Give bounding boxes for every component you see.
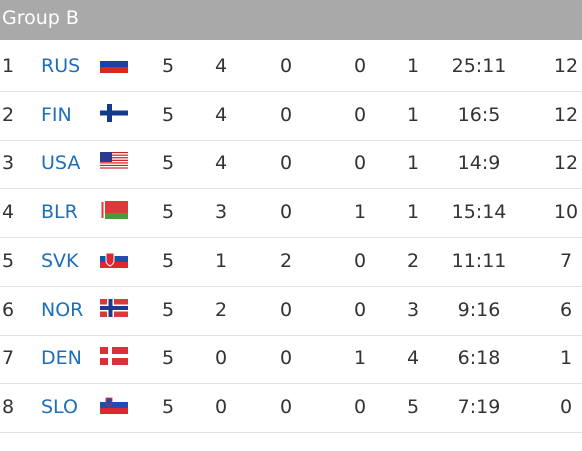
stat-cell: 1	[406, 152, 420, 175]
stat-cell: 5	[161, 395, 175, 418]
stat-cell: 12	[553, 55, 579, 77]
stat-cell: 1	[406, 201, 420, 224]
stat-cell: 15:14	[451, 201, 507, 224]
flag	[100, 103, 128, 122]
stat-cell: 5	[161, 55, 175, 77]
stat-cell: 0	[353, 298, 367, 321]
stat-cell: 3	[214, 201, 228, 224]
stat-cell: 1	[214, 249, 228, 272]
standings-row[interactable]: 3 USA 5 4 0 0 1 14:9 12	[0, 140, 582, 190]
stat-cell: 2	[214, 298, 228, 321]
stat-cell: 7:19	[457, 395, 501, 418]
team-name[interactable]: SVK	[41, 249, 79, 272]
stat-cell: 1	[406, 103, 420, 126]
stat-cell: 3	[1, 152, 15, 175]
flag	[100, 347, 128, 366]
team-name[interactable]: SLO	[41, 395, 78, 418]
standings-row[interactable]: 5 SVK 5 1 2 0 2 11:11 7	[0, 238, 582, 287]
stat-cell: 4	[1, 201, 15, 224]
group-title: Group B	[2, 7, 79, 29]
stat-cell: 4	[214, 152, 228, 175]
stat-cell: 6:18	[457, 347, 501, 370]
stat-cell: 14:9	[457, 152, 501, 175]
stat-cell: 8	[1, 395, 15, 418]
stat-cell: 2	[279, 249, 293, 272]
standings-row[interactable]: 2 FIN 5 4 0 0 1 16:5 12	[0, 92, 582, 141]
stat-cell: 0	[214, 347, 228, 370]
stat-cell: 0	[353, 249, 367, 272]
standings-row[interactable]: 1 RUS 5 4 0 0 1 25:11 12	[0, 43, 582, 92]
stat-cell: 10	[553, 201, 579, 224]
flag	[100, 152, 128, 171]
team-name[interactable]: BLR	[41, 201, 78, 224]
stat-cell: 0	[279, 152, 293, 175]
stat-cell: 0	[353, 395, 367, 418]
stat-cell: 7	[559, 249, 573, 272]
group-header: Group B	[0, 0, 582, 40]
stat-cell: 0	[279, 395, 293, 418]
flag	[100, 55, 128, 73]
stat-cell: 2	[1, 103, 15, 126]
stat-cell: 12	[553, 152, 579, 175]
stat-cell: 5	[161, 103, 175, 126]
stat-cell: 0	[353, 103, 367, 126]
team-name[interactable]: USA	[41, 152, 81, 175]
stat-cell: 3	[406, 298, 420, 321]
team-name[interactable]: RUS	[41, 55, 81, 77]
stat-cell: 0	[353, 55, 367, 77]
flag	[100, 201, 128, 220]
standings-row[interactable]: 8 SLO 5 0 0 0 5 7:19 0	[0, 384, 582, 433]
stat-cell: 5	[161, 347, 175, 370]
stat-cell: 1	[559, 347, 573, 370]
stat-cell: 0	[279, 298, 293, 321]
stat-cell: 16:5	[457, 103, 501, 126]
stat-cell: 5	[161, 249, 175, 272]
stat-cell: 25:11	[451, 55, 507, 77]
standings-row[interactable]: 7 DEN 5 0 0 1 4 6:18 1	[0, 335, 582, 385]
stat-cell: 5	[161, 201, 175, 224]
stat-cell: 7	[1, 347, 15, 370]
stat-cell: 4	[406, 347, 420, 370]
team-name[interactable]: DEN	[41, 347, 82, 370]
standings-row[interactable]: 6 NOR 5 2 0 0 3 9:16 6	[0, 287, 582, 336]
stat-cell: 1	[406, 55, 420, 77]
stat-cell: 6	[1, 298, 15, 321]
stat-cell: 4	[214, 103, 228, 126]
stat-cell: 9:16	[457, 298, 501, 321]
stat-cell: 2	[406, 249, 420, 272]
stat-cell: 0	[559, 395, 573, 418]
stat-cell: 1	[1, 55, 15, 77]
stat-cell: 11:11	[451, 249, 507, 272]
stat-cell: 0	[353, 152, 367, 175]
standings-row[interactable]: 4 BLR 5 3 0 1 1 15:14 10	[0, 189, 582, 239]
flag	[100, 298, 128, 317]
stat-cell: 5	[1, 249, 15, 272]
stat-cell: 0	[279, 55, 293, 77]
stat-cell: 5	[161, 152, 175, 175]
stat-cell: 5	[161, 298, 175, 321]
stat-cell: 0	[279, 347, 293, 370]
stat-cell: 5	[406, 395, 420, 418]
stat-cell: 1	[353, 347, 367, 370]
flag	[100, 395, 128, 414]
stat-cell: 0	[279, 103, 293, 126]
team-name[interactable]: FIN	[41, 103, 72, 126]
stat-cell: 6	[559, 298, 573, 321]
stat-cell: 0	[279, 201, 293, 224]
stat-cell: 4	[214, 55, 228, 77]
team-name[interactable]: NOR	[41, 298, 84, 321]
stat-cell: 0	[214, 395, 228, 418]
stat-cell: 1	[353, 201, 367, 224]
flag	[100, 249, 128, 268]
stat-cell: 12	[553, 103, 579, 126]
